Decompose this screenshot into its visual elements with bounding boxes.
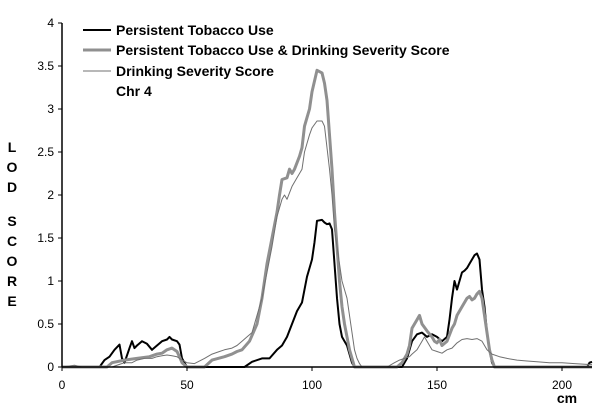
axes-layer [58, 22, 592, 371]
x-tick-label: 150 [427, 378, 447, 392]
x-tick-label: 200 [552, 378, 572, 392]
legend-label-1: Persistent Tobacco Use [116, 22, 274, 38]
y-tick-label: 1.5 [37, 231, 54, 245]
legend-label-3: Drinking Severity Score [116, 63, 274, 79]
x-tick-label: 50 [180, 378, 194, 392]
x-tick-label: 0 [59, 378, 66, 392]
series-line-3 [61, 120, 592, 368]
y-axis-label-letter: R [7, 273, 17, 289]
y-axis-label-letter: C [7, 233, 17, 249]
x-axis-label: cm [557, 390, 577, 406]
series-line-1 [62, 218, 593, 368]
y-tick-label: 0 [47, 360, 54, 374]
series-line-2 [62, 68, 592, 369]
y-tick-label: 2 [47, 188, 54, 202]
x-tick-label: 100 [302, 378, 322, 392]
legend: Persistent Tobacco Use Persistent Tobacco… [83, 22, 450, 99]
y-axis-label-letter: S [7, 213, 16, 229]
legend-label-2: Persistent Tobacco Use & Drinking Severi… [116, 42, 450, 58]
y-axis-label-letter: O [7, 253, 18, 269]
y-tick-label: 3.5 [37, 59, 54, 73]
y-tick-label: 1 [47, 274, 54, 288]
y-tick-label: 4 [47, 16, 54, 30]
y-tick-label: 3 [47, 102, 54, 116]
y-axis-label-letter: O [7, 159, 18, 175]
series-layer [61, 68, 593, 369]
y-tick-label: 2.5 [37, 145, 54, 159]
tick-label-layer: 0 0.5 1 1.5 2 2.5 3 3.5 4 0 50 100 150 200 [37, 16, 572, 392]
chromosome-annotation: Chr 4 [116, 83, 152, 99]
y-tick-label: 0.5 [37, 317, 54, 331]
y-axis-label-letter: L [8, 139, 17, 155]
y-axis-label-letter: E [7, 293, 16, 309]
y-axis-label-letter: D [7, 179, 17, 195]
